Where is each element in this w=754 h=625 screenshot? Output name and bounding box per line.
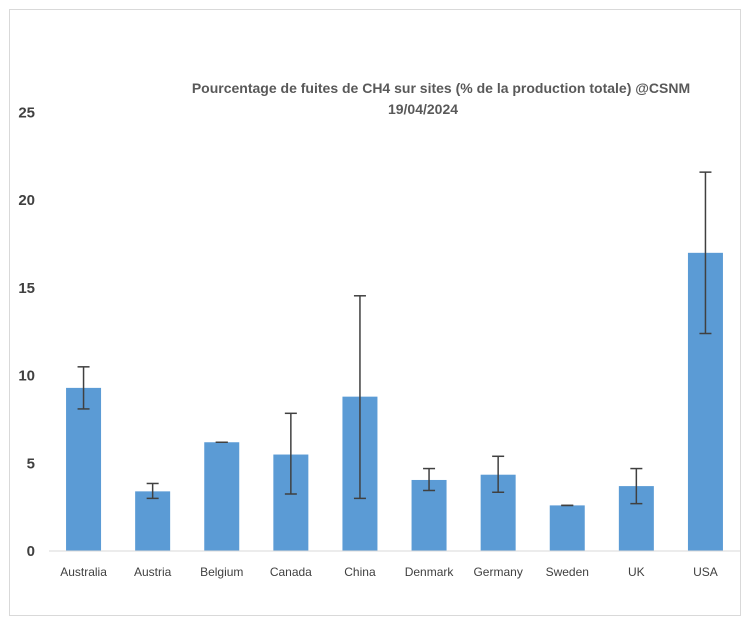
bar — [549, 505, 585, 551]
chart-title: Pourcentage de fuites de CH4 sur sites (… — [192, 80, 690, 96]
error-bar — [423, 467, 436, 492]
y-tick-label: 5 — [27, 455, 35, 472]
chart-subtitle: 19/04/2024 — [388, 101, 458, 117]
x-tick-label: Sweden — [546, 565, 589, 579]
x-tick-label: Germany — [473, 565, 522, 579]
bar — [135, 491, 171, 551]
x-tick-label: Austria — [134, 565, 172, 579]
y-tick-label: 25 — [18, 105, 35, 122]
error-bar — [77, 366, 90, 410]
x-tick-label: UK — [628, 565, 645, 579]
error-bar — [353, 295, 366, 500]
y-tick-label: 10 — [18, 368, 35, 385]
x-tick-label: Canada — [270, 565, 312, 579]
bar — [66, 387, 102, 551]
y-tick-label: 0 — [27, 543, 35, 560]
y-axis-ticks: 0 5 10 15 20 25 — [18, 105, 35, 561]
x-tick-label: Australia — [60, 565, 107, 579]
x-tick-label: Denmark — [405, 565, 455, 579]
y-tick-label: 15 — [18, 280, 35, 297]
error-bar — [146, 482, 159, 500]
bar — [411, 479, 447, 551]
y-tick-label: 20 — [18, 192, 35, 209]
error-bars-group — [77, 171, 712, 507]
x-tick-label: Belgium — [200, 565, 243, 579]
bar — [204, 442, 240, 551]
x-tick-label: China — [344, 565, 376, 579]
error-bar — [630, 467, 643, 505]
error-bar — [699, 171, 712, 335]
x-tick-label: USA — [693, 565, 718, 579]
bars-group — [66, 252, 723, 551]
error-bar — [492, 455, 505, 493]
chart-title-group: Pourcentage de fuites de CH4 sur sites (… — [192, 80, 690, 117]
x-axis-ticks: Australia Austria Belgium Canada China Denmar… — [60, 565, 718, 579]
error-bar — [284, 412, 297, 495]
